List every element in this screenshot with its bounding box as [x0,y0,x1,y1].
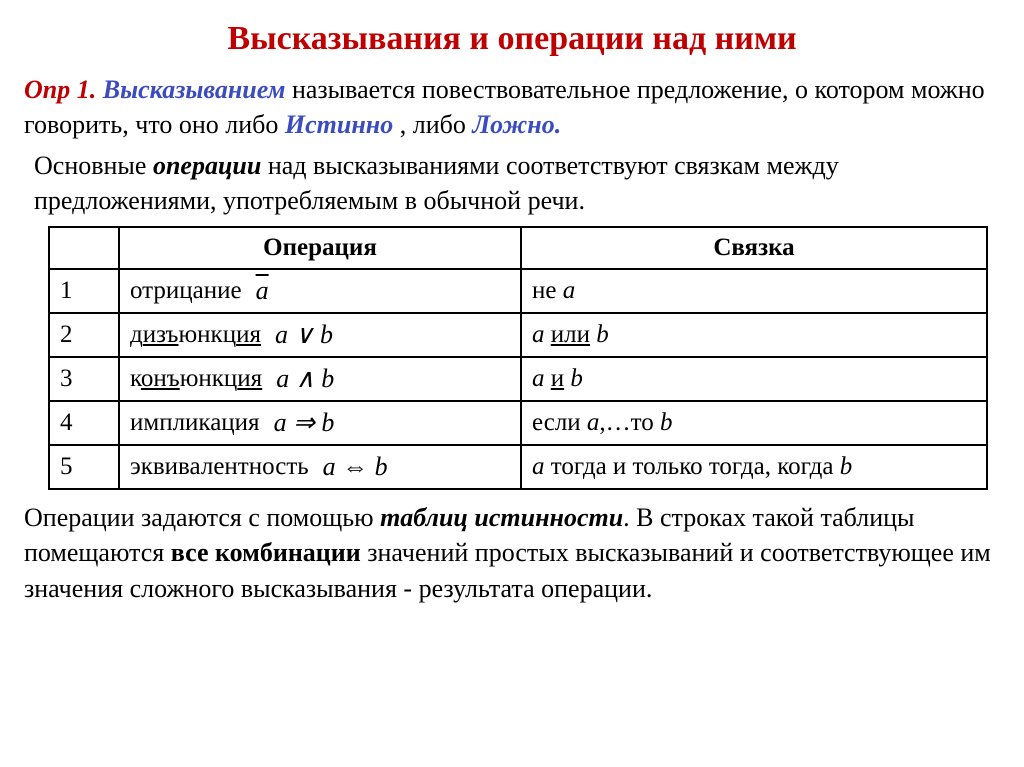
operation-name: конъюнкция [130,365,262,393]
row-operation: конъюнкция a ∧ b [119,357,521,401]
row-connective: не a [521,269,987,313]
operations-table: Операция Связка 1отрицаниеaне a2дизъюнкц… [48,226,988,490]
table-row: 1 отрицание a не a [49,269,987,313]
row-number: 4 [49,401,119,445]
table-row: 4 импликация a ⇒ b если a,…то b [49,401,987,445]
row-operation: эквивалентность a ⇔ b [119,445,521,489]
table-row: 2 дизъюнкция a ∨ b a или b [49,313,987,357]
row-number: 3 [49,357,119,401]
closing-paragraph: Операции задаются с помощью таблиц истин… [24,500,1000,605]
row-connective: если a,…то b [521,401,987,445]
definition-sep: , либо [400,110,473,139]
row-connective: a и b [521,357,987,401]
operation-name: дизъюнкция [130,321,261,349]
intro-a: Основные [34,151,153,180]
header-op: Операция [119,227,521,269]
operation-name: эквивалентность [130,453,309,481]
definition-true: Истинно [285,110,393,139]
row-connective: a тогда и только тогда, когда b [521,445,987,489]
operation-name: отрицание [130,277,242,305]
definition-false: Ложно. [472,110,561,139]
closing-a: Операции задаются с помощью [24,503,380,532]
row-connective: a или b [521,313,987,357]
row-number: 5 [49,445,119,489]
table-row: 3 конъюнкция a ∧ b a и b [49,357,987,401]
closing-d: все комбинации [171,538,361,567]
definition-term: Высказыванием [103,75,286,104]
table-header-row: Операция Связка [49,227,987,269]
row-number: 2 [49,313,119,357]
operation-name: импликация [130,409,260,437]
definition-label: Опр 1. [24,75,96,104]
operation-formula: a [256,276,269,306]
header-conn: Связка [521,227,987,269]
header-num [49,227,119,269]
row-operation: отрицание a [119,269,521,313]
intro-paragraph: Основные операции над высказываниями соо… [24,148,1000,218]
intro-b: операции [153,151,261,180]
row-operation: дизъюнкция a ∨ b [119,313,521,357]
operation-formula: a ∧ b [276,364,334,394]
operation-formula: a ⇔ b [323,452,388,482]
closing-b: таблиц истинности [380,503,623,532]
row-number: 1 [49,269,119,313]
page-title: Высказывания и операции над ними [24,20,1000,58]
table-row: 5 эквивалентность a ⇔ b a тогда и только то… [49,445,987,489]
definition-paragraph: Опр 1. Высказыванием называется повество… [24,72,1000,142]
operation-formula: a ⇒ b [274,408,335,438]
row-operation: импликация a ⇒ b [119,401,521,445]
operation-formula: a ∨ b [275,320,333,350]
